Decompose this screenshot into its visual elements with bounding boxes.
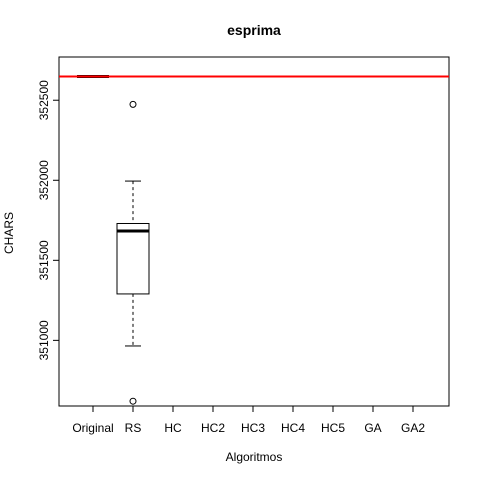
- x-tick-label: HC2: [201, 421, 225, 435]
- y-tick-label: 351000: [37, 320, 51, 360]
- chart-title: esprima: [227, 22, 281, 38]
- outlier-point: [129, 397, 137, 405]
- y-tick-label: 352000: [37, 160, 51, 200]
- y-tick-label: 352500: [37, 80, 51, 120]
- x-axis-label: Algoritmos: [226, 450, 283, 464]
- y-axis-label: CHARS: [2, 212, 16, 254]
- outlier-point: [129, 100, 137, 108]
- y-tick-label: 351500: [37, 240, 51, 280]
- x-tick-label: HC5: [321, 421, 345, 435]
- x-tick-label: RS: [125, 421, 142, 435]
- x-tick-label: GA2: [401, 421, 425, 435]
- iqr-box: [116, 222, 150, 295]
- x-axis: Original RS HC HC2 HC3 HC4 HC5 GA GA2: [72, 406, 425, 435]
- x-tick-label: HC: [164, 421, 182, 435]
- box-series: [77, 75, 150, 405]
- box-rs: [116, 100, 150, 405]
- plot-frame: [58, 56, 450, 407]
- x-tick-label: Original: [72, 421, 113, 435]
- x-tick-label: HC3: [241, 421, 265, 435]
- x-tick-label: GA: [364, 421, 381, 435]
- y-axis: 351000 351500 352000 352500: [37, 80, 59, 360]
- x-tick-label: HC4: [281, 421, 305, 435]
